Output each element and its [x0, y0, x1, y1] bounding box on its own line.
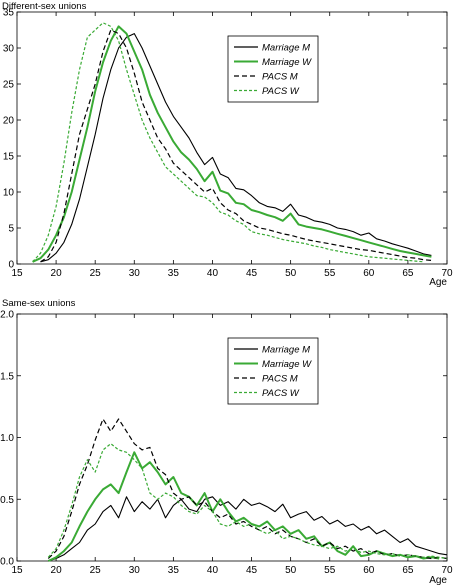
- series-line-1: [48, 496, 448, 562]
- plot-frame: [16, 11, 448, 265]
- series-line-1: [40, 33, 432, 263]
- x-tick-label: 35: [168, 268, 180, 279]
- series-line-2: [32, 25, 432, 263]
- legend-label: Marriage W: [262, 57, 312, 68]
- x-tick-label: 15: [11, 268, 23, 279]
- series-line-3: [47, 418, 448, 560]
- x-tick-label: 60: [363, 565, 375, 576]
- x-tick-label: 55: [324, 268, 336, 279]
- y-tick-label: 25: [3, 80, 15, 91]
- x-tick-label: 20: [51, 268, 63, 279]
- chart-title: Same-sex unions: [2, 298, 76, 309]
- legend-label: PACS W: [262, 86, 300, 97]
- y-tick-label: 0: [8, 260, 14, 271]
- x-tick-label: 40: [207, 268, 219, 279]
- legend: Marriage M Marriage W PACS M PACS W: [227, 337, 319, 405]
- series-line-4: [32, 22, 424, 263]
- y-tick-label: 2.0: [0, 310, 14, 321]
- y-tick-label: 30: [3, 44, 15, 55]
- chart-panel-2: Same-sex unions 15 20 25 30 35 40 45 50 55 60 65 70 0…: [0, 298, 453, 586]
- series-line-3: [40, 29, 432, 263]
- x-tick-label: 55: [324, 565, 336, 576]
- legend: Marriage M Marriage W PACS M PACS W: [227, 35, 319, 103]
- x-tick-label: 65: [402, 268, 414, 279]
- y-tick-label: 0.5: [0, 495, 14, 506]
- x-tick-label: 25: [90, 565, 102, 576]
- series-line-2: [47, 451, 440, 562]
- x-tick-label: 45: [246, 565, 258, 576]
- legend-label: PACS W: [262, 388, 300, 399]
- x-tick-label: 50: [285, 268, 297, 279]
- y-tick-label: 0.0: [0, 557, 14, 568]
- y-tick-label: 35: [3, 8, 15, 19]
- y-tick-label: 1.0: [0, 433, 14, 444]
- x-tick-label: 65: [402, 565, 414, 576]
- y-tick-label: 1.5: [0, 371, 14, 382]
- x-tick-label: 30: [129, 268, 141, 279]
- x-tick-label: 25: [90, 268, 102, 279]
- y-tick-label: 20: [3, 116, 15, 127]
- x-tick-label: 50: [285, 565, 297, 576]
- series-line-4: [47, 443, 448, 560]
- x-axis-label: Age: [429, 277, 447, 288]
- legend-label: PACS M: [262, 72, 298, 83]
- legend-label: Marriage M: [262, 345, 310, 356]
- x-tick-label: 70: [441, 268, 453, 279]
- x-tick-label: 35: [168, 565, 180, 576]
- legend-label: Marriage W: [262, 359, 312, 370]
- x-tick-label: 40: [207, 565, 219, 576]
- x-tick-label: 60: [363, 268, 375, 279]
- y-tick-label: 15: [3, 152, 15, 163]
- y-tick-label: 5: [8, 224, 14, 235]
- legend-label: PACS M: [262, 374, 298, 385]
- x-tick-label: 20: [51, 565, 63, 576]
- y-tick-label: 10: [3, 188, 15, 199]
- x-tick-label: 70: [441, 565, 453, 576]
- x-tick-label: 30: [129, 565, 141, 576]
- chart-title: Different-sex unions: [2, 1, 87, 12]
- x-tick-label: 15: [11, 565, 23, 576]
- legend-label: Marriage M: [262, 43, 310, 54]
- x-axis-label: Age: [429, 575, 447, 586]
- x-tick-label: 45: [246, 268, 258, 279]
